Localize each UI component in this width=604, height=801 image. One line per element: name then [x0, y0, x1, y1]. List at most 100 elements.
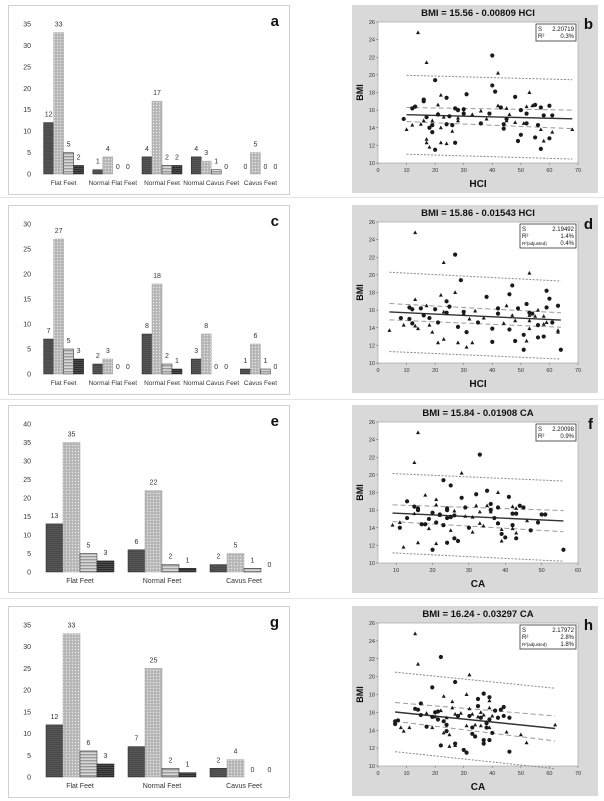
bar-series1 — [43, 122, 54, 175]
data-point-triangle — [510, 313, 515, 317]
x-axis-label: CA — [471, 579, 485, 590]
data-point-triangle — [421, 118, 426, 123]
y-tick-label: 14 — [369, 728, 375, 734]
y-tick-label: 22 — [369, 657, 375, 663]
data-point-triangle — [416, 540, 420, 545]
data-point-triangle — [490, 713, 495, 718]
data-point-circle — [481, 691, 486, 696]
data-point-circle — [488, 501, 493, 507]
y-tick-label: 20 — [23, 496, 31, 503]
data-point-circle — [535, 520, 541, 525]
data-point-circle — [459, 495, 464, 500]
bar-series1 — [209, 564, 228, 573]
scatter-plot-d: BMI = 15.86 - 0.01543 HCI d 10 12 14 16 18 20 22… — [355, 208, 593, 390]
data-point-triangle — [570, 127, 575, 132]
data-point-circle — [397, 525, 402, 530]
data-point-triangle — [438, 140, 443, 145]
data-point-circle — [550, 113, 555, 118]
data-point-triangle — [444, 141, 449, 146]
bar-value-label: 12 — [51, 714, 59, 721]
category-label: Normal Feet — [144, 180, 180, 187]
y-tick-label: 35 — [23, 22, 31, 29]
y-tick-label: 20 — [369, 273, 375, 279]
data-point-triangle — [467, 672, 472, 677]
bar-series3 — [63, 348, 74, 375]
data-point-circle — [541, 113, 546, 118]
data-point-circle — [550, 320, 555, 325]
data-point-triangle — [424, 140, 429, 145]
data-point-circle — [401, 116, 406, 122]
y-tick-label: 24 — [369, 639, 375, 645]
bar-value-label: 2 — [217, 757, 221, 764]
x-tick-label: 50 — [518, 771, 524, 777]
row-divider — [0, 197, 604, 198]
category-label: Normal Feet — [144, 380, 180, 387]
data-point-circle — [495, 306, 501, 311]
data-point-circle — [464, 92, 469, 97]
data-point-circle — [433, 147, 438, 152]
bar-value-label: 12 — [45, 112, 53, 119]
bar-value-label: 17 — [153, 90, 161, 97]
data-point-triangle — [499, 538, 504, 543]
regression-line — [389, 311, 561, 321]
data-point-triangle — [478, 710, 483, 714]
data-point-circle — [503, 535, 508, 540]
data-point-circle — [481, 737, 486, 743]
data-point-triangle — [464, 723, 469, 728]
data-point-triangle — [461, 311, 466, 316]
x-tick-label: 30 — [466, 568, 472, 574]
stats-label: R² — [538, 34, 544, 40]
bar-value-label: 5 — [234, 543, 238, 550]
data-point-triangle — [390, 522, 395, 527]
data-point-circle — [464, 330, 469, 335]
data-point-triangle — [536, 307, 540, 312]
data-point-triangle — [504, 729, 509, 734]
x-tick-label: 10 — [404, 771, 410, 777]
bar-value-label: 2 — [96, 353, 100, 360]
data-point-triangle — [438, 92, 443, 97]
data-point-triangle — [450, 699, 455, 704]
data-point-triangle — [463, 514, 468, 518]
data-point-circle — [499, 531, 504, 537]
data-point-triangle — [433, 714, 438, 719]
bar-value-label: 5 — [67, 142, 71, 149]
bar-series3 — [161, 768, 180, 778]
bar-value-label: 0 — [116, 364, 120, 371]
data-point-circle — [475, 320, 481, 325]
bar-series1 — [92, 169, 104, 175]
data-point-circle — [524, 121, 529, 126]
data-point-circle — [475, 704, 481, 709]
data-point-triangle — [525, 518, 530, 523]
category-label: Normal Cavus Feet — [183, 380, 239, 387]
data-point-circle — [475, 696, 481, 702]
data-point-circle — [430, 547, 435, 552]
y-tick-label: 10 — [369, 764, 375, 770]
y-tick-label: 10 — [23, 322, 31, 329]
scatter-plot-h: BMI = 16.24 - 0.03297 CA h 10 12 14 16 18 20 22 2… — [355, 609, 593, 793]
data-point-circle — [430, 714, 435, 719]
y-tick-label: 20 — [23, 86, 31, 93]
stats-box — [535, 23, 577, 42]
data-point-triangle — [481, 315, 486, 320]
bar-value-label: 0 — [268, 562, 272, 569]
bar-value-label: 6 — [135, 539, 139, 546]
data-point-triangle — [513, 120, 518, 124]
x-tick-label: 60 — [546, 168, 552, 174]
data-point-circle — [521, 332, 526, 337]
data-point-triangle — [401, 728, 406, 733]
confidence-interval-upper — [392, 504, 564, 512]
bar-series2 — [250, 343, 261, 375]
bar-value-label: 0 — [268, 767, 272, 774]
bar-value-label: 0 — [224, 364, 228, 371]
data-point-triangle — [438, 708, 443, 713]
data-point-triangle — [484, 720, 489, 724]
data-point-circle — [495, 505, 501, 510]
data-point-circle — [543, 512, 548, 517]
bar-value-label: 7 — [47, 328, 51, 335]
y-tick-label: 24 — [369, 438, 375, 444]
data-point-circle — [506, 494, 512, 500]
data-point-circle — [455, 108, 461, 113]
data-point-triangle — [527, 313, 532, 317]
y-tick-label: 16 — [369, 508, 375, 514]
